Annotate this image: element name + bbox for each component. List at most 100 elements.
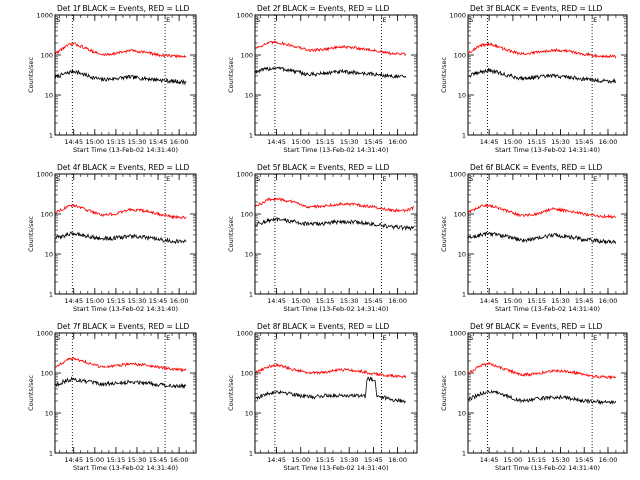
plot-frame <box>254 332 418 454</box>
panel-title: Det 2f BLACK = Events, RED = LLD <box>257 4 390 13</box>
x-tick-label: 15:00 <box>504 456 523 464</box>
start-marker-label: S <box>469 175 473 183</box>
end-marker-label: E <box>593 334 597 342</box>
x-axis-title: Start Time (13-Feb-02 14:31:40) <box>495 464 600 472</box>
y-tick-label: 10 <box>45 91 53 99</box>
y-tick-label: 1 <box>249 290 253 298</box>
x-tick-label: 15:15 <box>316 456 335 464</box>
x-tick-label: 15:00 <box>291 138 310 146</box>
x-tick-label: 14:45 <box>64 456 83 464</box>
x-axis-title: Start Time (13-Feb-02 14:31:40) <box>73 464 178 472</box>
y-tick-label: 1000 <box>36 170 53 178</box>
x-tick-label: 14:45 <box>267 138 286 146</box>
y-tick-label: 10 <box>245 250 253 258</box>
y-tick-label: 100 <box>41 210 53 218</box>
x-tick-label: 16:00 <box>170 138 189 146</box>
start-marker-label: S <box>56 16 60 24</box>
panel-title: Det 3f BLACK = Events, RED = LLD <box>470 4 603 13</box>
x-axis-title: Start Time (13-Feb-02 14:31:40) <box>73 146 178 154</box>
events-series-line <box>468 231 617 245</box>
y-tick-label: 1 <box>249 131 253 139</box>
events-series-line <box>55 231 187 245</box>
y-axis-title: Counts/sec <box>27 57 35 93</box>
start-marker-label: S <box>469 334 473 342</box>
plot-frame <box>467 332 628 454</box>
lld-series-line <box>255 197 415 213</box>
x-tick-label: 15:45 <box>364 138 383 146</box>
x-tick-label: 15:30 <box>551 456 570 464</box>
y-tick-label: 1 <box>462 131 466 139</box>
y-tick-label: 1000 <box>449 170 466 178</box>
end-marker-label: E <box>166 334 170 342</box>
events-series-line <box>255 216 415 231</box>
x-tick-label: 15:15 <box>527 138 546 146</box>
y-tick-label: 1 <box>49 131 53 139</box>
y-tick-label: 1000 <box>449 329 466 337</box>
x-tick-label: 15:00 <box>504 138 523 146</box>
end-marker-label: E <box>593 175 597 183</box>
x-tick-label: 16:00 <box>599 138 618 146</box>
y-tick-label: 100 <box>241 51 253 59</box>
y-tick-label: 1 <box>249 449 253 457</box>
x-tick-label: 15:30 <box>340 297 359 305</box>
x-tick-label: 14:45 <box>64 138 83 146</box>
detector-panel-5: Det 5f BLACK = Events, RED = LLD 1 10 100 10… <box>227 163 418 313</box>
y-tick-label: 1000 <box>236 11 253 19</box>
plot-frame <box>54 14 197 136</box>
x-tick-label: 15:15 <box>316 138 335 146</box>
end-marker-label: E <box>166 175 170 183</box>
y-tick-label: 1 <box>49 449 53 457</box>
plot-frame <box>254 14 418 136</box>
y-tick-label: 10 <box>245 409 253 417</box>
y-tick-label: 1000 <box>36 11 53 19</box>
x-tick-label: 15:45 <box>575 138 594 146</box>
y-tick-label: 100 <box>454 51 466 59</box>
start-marker-label: S <box>256 16 260 24</box>
events-series-line <box>255 376 407 404</box>
x-tick-label: 14:45 <box>480 297 499 305</box>
end-marker-label: E <box>593 16 597 24</box>
x-tick-label: 15:15 <box>107 138 126 146</box>
y-tick-label: 1000 <box>236 329 253 337</box>
x-tick-label: 16:00 <box>388 297 407 305</box>
x-tick-label: 15:15 <box>107 456 126 464</box>
end-marker-label: E <box>382 334 386 342</box>
end-marker-label: E <box>382 175 386 183</box>
x-axis-title: Start Time (13-Feb-02 14:31:40) <box>284 305 389 313</box>
x-tick-label: 15:30 <box>551 297 570 305</box>
y-axis-title: Counts/sec <box>227 375 235 411</box>
x-tick-label: 16:00 <box>599 456 618 464</box>
x-tick-label: 15:30 <box>340 456 359 464</box>
y-tick-label: 100 <box>41 51 53 59</box>
x-tick-label: 15:00 <box>291 297 310 305</box>
x-tick-label: 15:15 <box>107 297 126 305</box>
x-tick-label: 15:45 <box>149 456 168 464</box>
x-tick-label: 15:00 <box>504 297 523 305</box>
x-tick-label: 15:45 <box>149 297 168 305</box>
x-tick-label: 16:00 <box>599 297 618 305</box>
y-tick-label: 10 <box>45 409 53 417</box>
x-axis-title: Start Time (13-Feb-02 14:31:40) <box>284 464 389 472</box>
start-marker-label: S <box>256 334 260 342</box>
x-tick-label: 15:45 <box>149 138 168 146</box>
panel-title: Det 6f BLACK = Events, RED = LLD <box>470 163 603 172</box>
detector-panel-9: Det 9f BLACK = Events, RED = LLD 1 10 100 10… <box>440 322 628 472</box>
lld-series-line <box>468 41 617 59</box>
x-tick-label: 15:45 <box>364 456 383 464</box>
y-tick-label: 1000 <box>449 11 466 19</box>
detector-panel-4: Det 4f BLACK = Events, RED = LLD 1 10 100 10… <box>27 163 197 313</box>
x-tick-label: 15:30 <box>128 138 147 146</box>
plot-frame <box>254 173 418 295</box>
detector-panel-1: Det 1f BLACK = Events, RED = LLD 1 10 100 10… <box>27 4 197 154</box>
plot-frame <box>467 14 628 136</box>
lld-series-line <box>55 42 187 59</box>
x-tick-label: 15:00 <box>291 456 310 464</box>
y-tick-label: 1 <box>462 449 466 457</box>
y-axis-title: Counts/sec <box>27 375 35 411</box>
panel-title: Det 1f BLACK = Events, RED = LLD <box>57 4 190 13</box>
x-tick-label: 16:00 <box>388 138 407 146</box>
start-marker-label: S <box>56 334 60 342</box>
y-axis-title: Counts/sec <box>440 216 448 252</box>
x-axis-title: Start Time (13-Feb-02 14:31:40) <box>495 305 600 313</box>
